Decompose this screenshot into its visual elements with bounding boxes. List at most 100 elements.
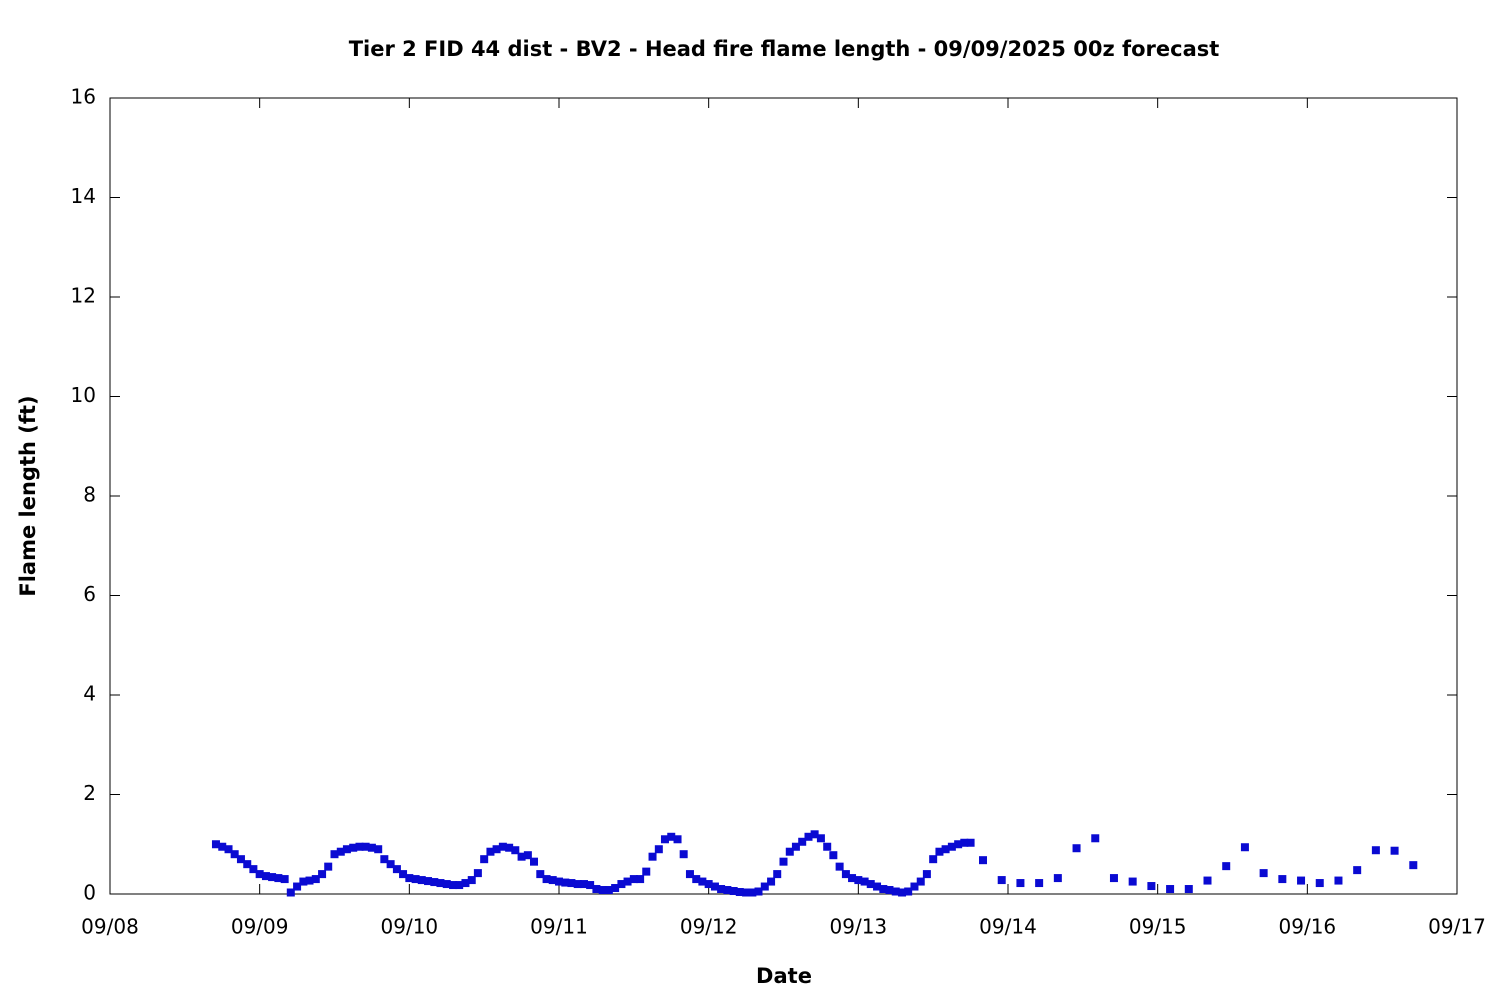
point bbox=[567, 879, 576, 888]
point bbox=[424, 877, 433, 886]
point bbox=[380, 855, 389, 864]
point bbox=[586, 881, 595, 890]
point bbox=[673, 835, 682, 844]
point bbox=[224, 845, 233, 854]
point bbox=[954, 840, 963, 849]
point bbox=[573, 880, 582, 889]
point bbox=[879, 885, 888, 894]
point bbox=[255, 870, 264, 879]
point bbox=[1409, 861, 1418, 870]
point bbox=[767, 877, 776, 886]
point bbox=[823, 842, 832, 851]
point bbox=[374, 845, 383, 854]
point bbox=[542, 875, 551, 884]
point bbox=[966, 838, 975, 847]
y-tick-label: 16 bbox=[71, 85, 96, 109]
point bbox=[579, 880, 588, 889]
point bbox=[218, 842, 227, 851]
point bbox=[835, 862, 844, 871]
y-tick-label: 10 bbox=[71, 383, 96, 407]
point bbox=[1184, 885, 1193, 894]
point bbox=[1240, 843, 1249, 852]
point bbox=[1353, 866, 1362, 875]
point bbox=[910, 882, 919, 891]
point bbox=[685, 870, 694, 879]
point bbox=[293, 882, 302, 891]
x-tick-label: 09/08 bbox=[81, 915, 139, 939]
point bbox=[848, 874, 857, 883]
point bbox=[960, 838, 969, 847]
point bbox=[904, 887, 913, 896]
point bbox=[411, 875, 420, 884]
point bbox=[274, 874, 283, 883]
point bbox=[430, 878, 439, 887]
point bbox=[561, 878, 570, 887]
point bbox=[523, 851, 532, 860]
x-tick-label: 09/09 bbox=[231, 915, 289, 939]
y-tick-label: 0 bbox=[83, 881, 96, 905]
point bbox=[929, 855, 938, 864]
point bbox=[1016, 879, 1025, 888]
point bbox=[916, 877, 925, 886]
x-tick-label: 09/14 bbox=[979, 915, 1037, 939]
point bbox=[536, 870, 545, 879]
point bbox=[318, 870, 327, 879]
point bbox=[324, 862, 333, 871]
point bbox=[480, 855, 489, 864]
point bbox=[997, 876, 1006, 885]
point bbox=[1109, 874, 1118, 883]
point bbox=[1278, 875, 1287, 884]
point bbox=[1091, 834, 1100, 843]
point bbox=[866, 880, 875, 889]
point bbox=[392, 865, 401, 874]
point bbox=[698, 877, 707, 886]
point bbox=[386, 860, 395, 869]
y-axis-label: Flame length (ft) bbox=[16, 395, 40, 596]
point bbox=[243, 860, 252, 869]
point bbox=[810, 830, 819, 839]
point bbox=[417, 876, 426, 885]
chart-title: Tier 2 FID 44 dist - BV2 - Head fire fla… bbox=[349, 37, 1220, 61]
point bbox=[642, 867, 651, 876]
point bbox=[735, 888, 744, 897]
x-axis-label: Date bbox=[756, 964, 812, 988]
point bbox=[667, 832, 676, 841]
point bbox=[922, 870, 931, 879]
point bbox=[261, 872, 270, 881]
point bbox=[885, 886, 894, 895]
point bbox=[791, 842, 800, 851]
point bbox=[461, 879, 470, 888]
x-tick-label: 09/17 bbox=[1428, 915, 1486, 939]
point bbox=[1371, 846, 1380, 855]
point bbox=[611, 884, 620, 893]
point bbox=[1334, 876, 1343, 885]
point bbox=[816, 834, 825, 843]
point bbox=[442, 880, 451, 889]
point bbox=[361, 842, 370, 851]
point bbox=[748, 888, 757, 897]
point bbox=[530, 857, 539, 866]
y-tick-label: 14 bbox=[71, 184, 96, 208]
y-tick-label: 2 bbox=[83, 781, 96, 805]
point bbox=[511, 846, 520, 855]
point bbox=[829, 851, 838, 860]
point bbox=[249, 865, 258, 874]
point bbox=[891, 887, 900, 896]
point bbox=[773, 870, 782, 879]
point bbox=[230, 850, 239, 859]
point bbox=[760, 882, 769, 891]
plot-frame bbox=[109, 97, 1458, 895]
point bbox=[629, 875, 638, 884]
point bbox=[211, 840, 220, 849]
point bbox=[854, 876, 863, 885]
point bbox=[1390, 846, 1399, 855]
point bbox=[405, 874, 414, 883]
point bbox=[860, 877, 869, 886]
point bbox=[935, 847, 944, 856]
point bbox=[710, 882, 719, 891]
point bbox=[841, 870, 850, 879]
point bbox=[592, 885, 601, 894]
point bbox=[623, 877, 632, 886]
y-tick-label: 6 bbox=[83, 582, 96, 606]
x-tick-label: 09/10 bbox=[381, 915, 439, 939]
